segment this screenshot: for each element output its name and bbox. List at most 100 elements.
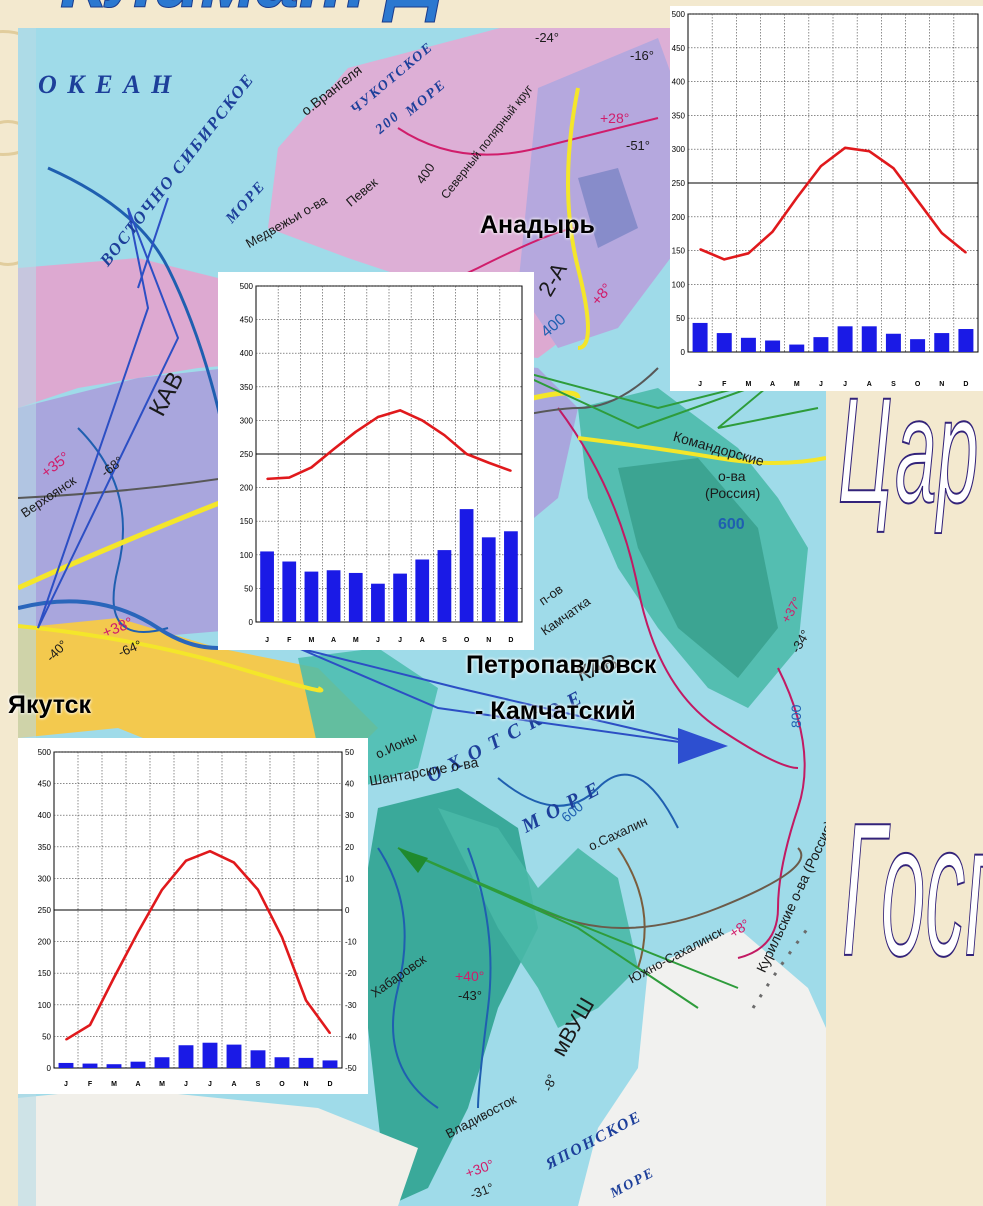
y-tick-label: 0 xyxy=(681,348,686,357)
precipitation-bar xyxy=(716,333,732,352)
y-tick-label: 100 xyxy=(240,551,254,560)
precipitation-bar xyxy=(837,326,853,352)
city-label-petropavlovsk: Петропавловск xyxy=(466,651,657,679)
city-label-yakutsk: Якутск xyxy=(8,691,92,719)
x-tick-label: O xyxy=(464,637,470,644)
temperature-point xyxy=(421,419,424,422)
climate-chart-petropavlovsk: 0 50 100 150 200 250 300 350 400 450 500 J F M A M J J A S O… xyxy=(218,272,534,650)
precipitation-bar xyxy=(885,333,901,352)
y-tick-label: 50 xyxy=(42,1032,51,1041)
temperature-point xyxy=(487,461,490,464)
y-tick-label: 250 xyxy=(240,450,254,459)
precipitation-bar xyxy=(459,509,474,622)
temperature-point xyxy=(310,466,313,469)
climate-chart-anadyr: 0 50 100 150 200 250 300 350 400 450 500 J F M A M J J A S O… xyxy=(670,6,983,391)
temperature-point xyxy=(465,453,468,455)
x-tick-label: M xyxy=(745,381,751,388)
x-tick-label: J xyxy=(184,1081,188,1088)
x-tick-label: M xyxy=(353,637,359,644)
x-tick-label: D xyxy=(963,381,968,388)
x-tick-label: A xyxy=(420,637,425,644)
map: О К Е А Н ВОСТОЧНО СИБИРСКОЕ МОРЕ ЧУКОТС… xyxy=(18,28,826,1206)
map-label-ocean: О К Е А Н xyxy=(38,70,174,99)
x-tick-label: S xyxy=(256,1081,261,1088)
precipitation-bar xyxy=(958,329,974,352)
x-tick-label: J xyxy=(398,637,402,644)
y-tick-label: 200 xyxy=(672,213,686,222)
x-tick-label: J xyxy=(64,1081,68,1088)
y-tick-label: 100 xyxy=(38,1001,52,1010)
y-tick-label: 200 xyxy=(38,938,52,947)
temperature-line xyxy=(65,849,332,1041)
precipitation-bar xyxy=(154,1057,170,1068)
temperature-point xyxy=(137,931,139,934)
y2-tick-label: 30 xyxy=(345,811,354,820)
precipitation-bar xyxy=(504,531,518,622)
y-tick-label: 450 xyxy=(38,780,52,789)
y-tick-label: 500 xyxy=(672,10,686,19)
y2-tick-label: 40 xyxy=(345,780,354,789)
y2-tick-label: -10 xyxy=(345,938,357,947)
temperature-point xyxy=(723,258,726,261)
precipitation-bar xyxy=(813,337,829,352)
climate-chart-anadyr-svg: 0 50 100 150 200 250 300 350 400 450 500 J F M A M J J A S O… xyxy=(672,10,979,388)
map-label-temp: +28° xyxy=(600,110,630,126)
y2-tick-label: 20 xyxy=(345,843,354,852)
x-tick-label: A xyxy=(231,1081,236,1088)
y-tick-label: 350 xyxy=(672,111,686,120)
precipitation-bar xyxy=(322,1060,338,1068)
y-tick-label: 400 xyxy=(38,811,52,820)
temperature-point xyxy=(844,146,846,149)
temperature-point xyxy=(747,252,750,255)
temperature-line xyxy=(699,146,967,261)
x-tick-label: S xyxy=(442,637,447,644)
precipitation-bar xyxy=(861,326,877,352)
temperature-point xyxy=(233,861,235,864)
city-label-petropavlovsk-2: - Камчатский xyxy=(475,697,636,725)
x-tick-label: D xyxy=(327,1081,332,1088)
y-tick-label: 50 xyxy=(676,314,685,323)
y-tick-label: 350 xyxy=(38,843,52,852)
temperature-line xyxy=(267,409,512,481)
x-tick-label: S xyxy=(891,381,896,388)
x-tick-label: J xyxy=(819,381,823,388)
x-tick-label: M xyxy=(159,1081,165,1088)
x-tick-label: M xyxy=(308,637,314,644)
temperature-point xyxy=(377,416,379,418)
x-tick-label: O xyxy=(279,1081,285,1088)
x-tick-label: N xyxy=(303,1081,308,1088)
x-tick-label: N xyxy=(486,637,491,644)
temperature-point xyxy=(89,1024,91,1026)
temperature-point xyxy=(699,248,701,251)
temperature-point xyxy=(965,251,967,254)
temperature-point xyxy=(281,936,283,939)
climate-chart-yakutsk: 0 50 100 150 200 250 300 350 400 450 500 -50 -40 -30-… xyxy=(18,738,368,1094)
x-tick-label: O xyxy=(915,381,921,388)
temperature-point xyxy=(443,434,446,437)
precipitation-bar xyxy=(740,337,756,352)
city-label-anadyr: Анадырь xyxy=(480,211,595,239)
precipitation-bar xyxy=(298,1057,314,1068)
map-label-temp: -51° xyxy=(626,138,650,153)
x-tick-label: A xyxy=(135,1081,140,1088)
x-tick-label: J xyxy=(376,637,380,644)
map-label-800: 800 xyxy=(788,704,804,728)
x-tick-label: M xyxy=(111,1081,117,1088)
temperature-point xyxy=(892,167,895,170)
precipitation-bar xyxy=(274,1057,290,1068)
precipitation-bar xyxy=(178,1045,194,1068)
x-tick-label: F xyxy=(722,381,727,388)
precipitation-bar xyxy=(481,537,496,622)
y-tick-label: 100 xyxy=(672,280,686,289)
map-label-temp: -43° xyxy=(458,988,482,1003)
y-tick-label: 150 xyxy=(672,247,686,256)
precipitation-bar xyxy=(326,570,341,622)
temperature-point xyxy=(161,888,163,891)
temperature-point xyxy=(305,999,307,1002)
precipitation-bar xyxy=(260,551,274,622)
y-tick-label: 300 xyxy=(240,416,254,425)
temperature-point xyxy=(288,476,291,479)
map-label-komandorskie-2: о-ва xyxy=(718,468,746,484)
precipitation-bar xyxy=(82,1063,98,1068)
